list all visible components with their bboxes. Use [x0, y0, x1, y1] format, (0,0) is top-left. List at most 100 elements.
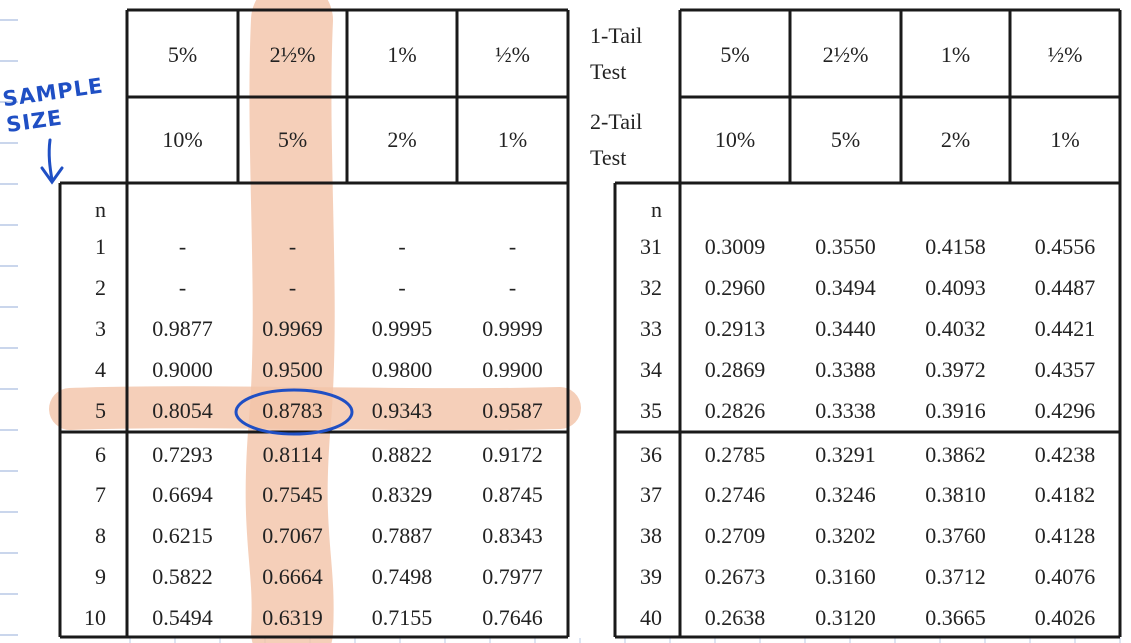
cell-text: 0.7545	[262, 482, 323, 508]
cell-text: 2%	[940, 127, 971, 152]
cell-text: 0.2638	[704, 605, 766, 631]
cell-text: -	[398, 274, 406, 300]
cell-text: 0.3440	[815, 315, 876, 341]
cell-text: 0.4556	[1034, 234, 1096, 259]
cell-text: 37	[640, 482, 662, 508]
cell-text: 1%	[387, 42, 417, 67]
cell-text: 31	[640, 234, 662, 259]
cell-text: 0.4296	[1034, 397, 1096, 423]
cell-text: 4	[95, 356, 106, 382]
cell-text: 0.9999	[482, 315, 543, 341]
cell-text: 36	[640, 441, 662, 467]
cell-text: 0.3972	[925, 356, 986, 382]
cell-text: 0.8054	[152, 397, 213, 423]
cell-text: 1	[95, 234, 106, 259]
cell-text: 33	[640, 315, 662, 341]
cell-text: 0.4487	[1034, 274, 1096, 300]
arrow-annotation	[40, 138, 64, 185]
cell-text: 5	[95, 397, 106, 423]
cell-text: 34	[640, 356, 662, 382]
cell-text: 10	[84, 605, 106, 631]
cell-text: 0.7293	[152, 441, 213, 467]
tail-label: 1-Tail Test	[590, 23, 643, 84]
cell-text: 40	[640, 605, 662, 631]
cell-text: -	[178, 274, 187, 300]
cell-text: 0.8822	[371, 441, 433, 467]
cell-text: 10%	[162, 127, 203, 152]
cell-text: 0.9172	[482, 441, 543, 467]
cell-text: -	[508, 274, 517, 300]
cell-text: 32	[640, 274, 662, 300]
cell-text: 2	[95, 274, 106, 300]
cell-text: 0.8745	[482, 482, 543, 508]
cell-text: 0.6694	[152, 482, 213, 508]
cell-text: 0.3291	[815, 441, 876, 467]
cell-text: 0.3494	[815, 274, 876, 300]
cell-text: 0.3862	[925, 441, 986, 467]
cell-text: 0.3388	[815, 356, 876, 382]
cell-text: 0.3160	[815, 564, 876, 590]
cell-text: 8	[95, 523, 106, 549]
cell-text: 0.7887	[371, 523, 433, 549]
cell-text: 0.3916	[925, 397, 986, 423]
cell-text: 0.8114	[262, 441, 323, 467]
cell-text: 0.2913	[704, 315, 766, 341]
cell-text: 0.7646	[482, 605, 543, 631]
cell-text: 0.5822	[152, 564, 213, 590]
cell-text: 0.9587	[482, 397, 543, 423]
cell-text: -	[178, 234, 187, 259]
cell-text: 2%	[387, 127, 417, 152]
cell-text: 0.2746	[704, 482, 766, 508]
cell-text: 0.9969	[262, 315, 323, 341]
cell-text: 0.9900	[482, 356, 543, 382]
cell-text: 0.4026	[1034, 605, 1096, 631]
cell-text: 35	[640, 397, 662, 423]
cell-text: n	[651, 197, 662, 222]
cell-text: 0.4128	[1034, 523, 1096, 549]
cell-text: 38	[640, 523, 662, 549]
cell-text: 1%	[497, 127, 528, 152]
cell-text: 10%	[714, 127, 756, 152]
cell-text: 0.2826	[704, 397, 766, 423]
cell-text: 0.3665	[925, 605, 986, 631]
cell-text: 0.8343	[482, 523, 543, 549]
cell-text: 5%	[167, 42, 198, 67]
cell-text: 5%	[277, 127, 308, 152]
cell-text: 0.3338	[815, 397, 876, 423]
cell-text: 6	[95, 441, 106, 467]
cell-text: 3	[95, 315, 106, 341]
cell-text: 0.9877	[152, 315, 213, 341]
cell-text: 0.4093	[925, 274, 986, 300]
cell-text: 0.9000	[152, 356, 213, 382]
cell-text: 0.2673	[704, 564, 766, 590]
cell-text: 39	[640, 564, 662, 590]
cell-text: 0.4238	[1034, 441, 1096, 467]
cell-text: -	[508, 234, 517, 259]
cell-text: 0.9800	[371, 356, 433, 382]
cell-text: 9	[95, 564, 106, 590]
cell-text: ½%	[1047, 42, 1083, 67]
cell-text: -	[288, 234, 297, 259]
cell-text: 0.6215	[152, 523, 213, 549]
highlight	[245, 0, 335, 643]
cell-text: 0.3246	[815, 482, 876, 508]
cell-text: 0.2785	[704, 441, 766, 467]
cell-text: 0.7498	[371, 564, 433, 590]
cell-text: 0.8329	[371, 482, 433, 508]
cell-text: 1%	[1050, 127, 1080, 152]
cell-text: 0.3760	[925, 523, 986, 549]
cell-text: 0.9995	[371, 315, 433, 341]
cell-text: 0.3009	[704, 234, 766, 259]
circle-annotation	[234, 388, 354, 436]
cell-text: 0.4076	[1034, 564, 1096, 590]
cell-text: -	[288, 274, 297, 300]
cell-text: 0.2869	[704, 356, 766, 382]
cell-text: ½%	[495, 42, 530, 67]
cell-text: 0.4421	[1034, 315, 1096, 341]
cell-text: 0.4357	[1034, 356, 1096, 382]
cell-text: 2½%	[269, 42, 316, 67]
cell-text: 0.5494	[152, 605, 213, 631]
tail-label: 2-Tail Test	[590, 109, 643, 170]
